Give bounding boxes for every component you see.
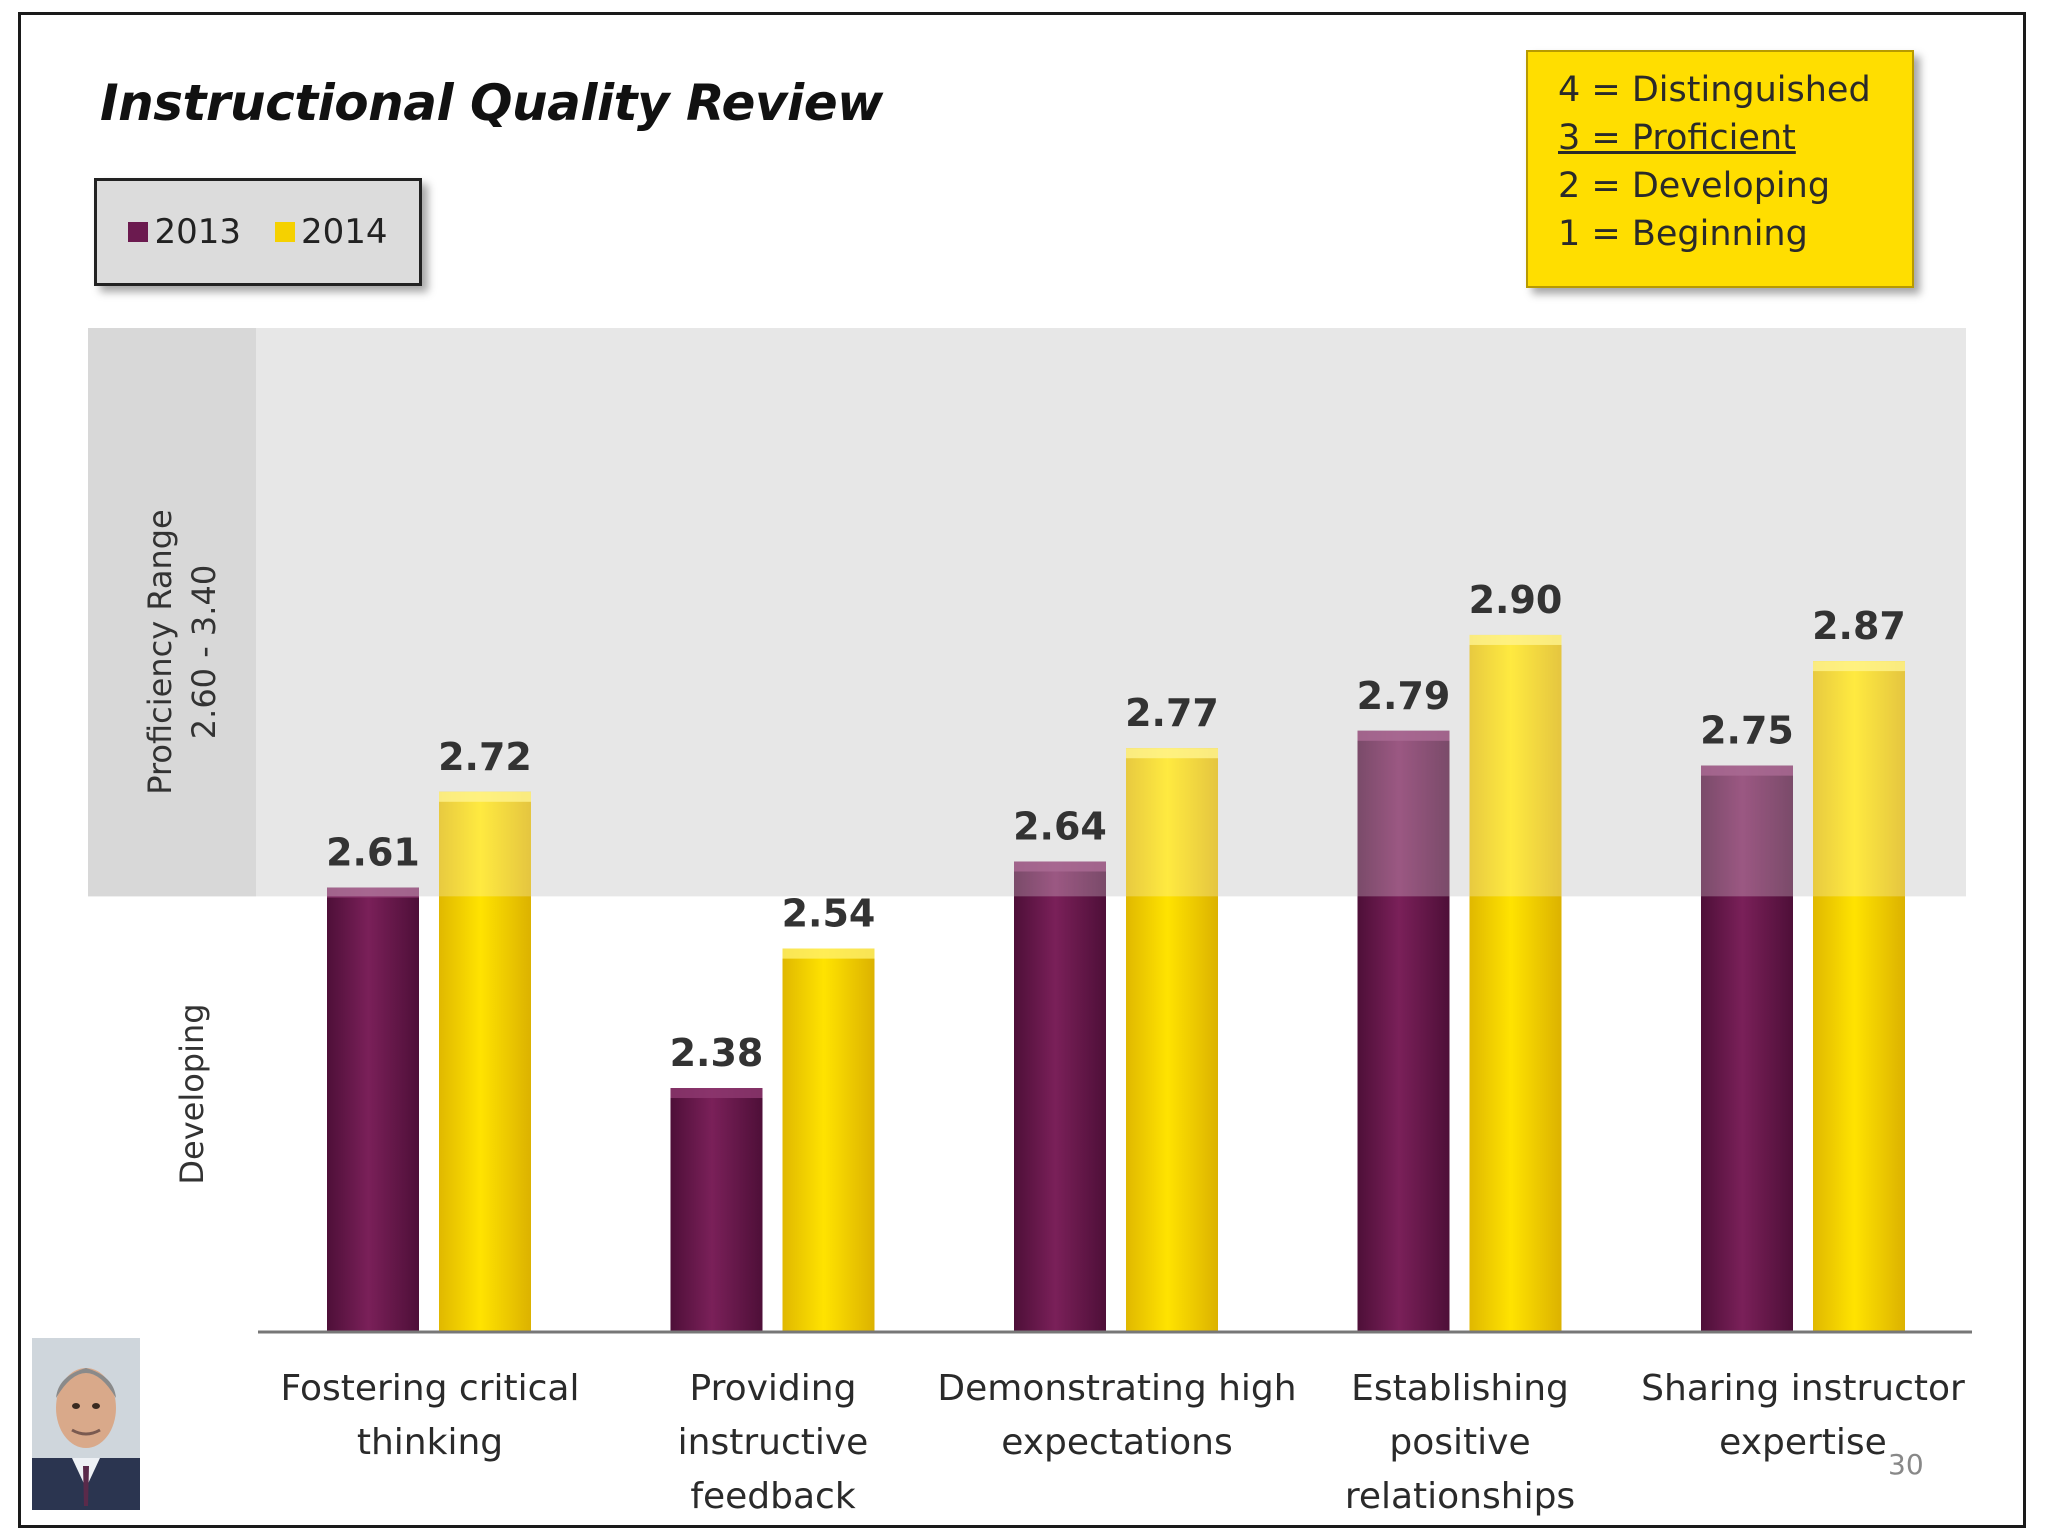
presenter-photo xyxy=(32,1338,140,1510)
chart-title: Instructional Quality Review xyxy=(100,74,883,132)
scale-line-1: 1 = Beginning xyxy=(1558,214,1808,254)
bar-cap-2014-3 xyxy=(1469,634,1562,645)
bar-band-overlay-2013-2 xyxy=(1014,861,1106,897)
slide-number: 30 xyxy=(1888,1448,1924,1481)
legend-swatch-2014 xyxy=(275,222,295,242)
value-label-2014-1: 2.54 xyxy=(782,892,876,936)
legend-entry-2014: 2014 xyxy=(275,212,388,252)
proficiency-band-label-area xyxy=(88,328,256,897)
value-label-2013-3: 2.79 xyxy=(1357,674,1451,718)
category-label-0: Fostering critical thinking xyxy=(280,1368,580,1463)
bar-2013-3 xyxy=(1357,730,1450,1332)
developing-label: Developing xyxy=(173,1003,211,1185)
bar-2013-2 xyxy=(1014,861,1106,1332)
bar-cap-2013-0 xyxy=(327,887,419,898)
value-label-2014-4: 2.87 xyxy=(1812,604,1906,648)
value-label-2014-3: 2.90 xyxy=(1469,578,1563,622)
proficiency-band-group xyxy=(88,328,1966,897)
bar-cap-2014-1 xyxy=(782,948,875,959)
value-label-2013-1: 2.38 xyxy=(670,1031,764,1075)
value-label-2014-2: 2.77 xyxy=(1125,691,1219,735)
bars-group xyxy=(327,634,1905,1332)
proficiency-range-label: Proficiency Range 2.60 - 3.40 xyxy=(138,502,238,802)
bar-cap-2014-0 xyxy=(439,791,531,802)
bar-2013-0 xyxy=(327,887,419,1332)
bar-band-overlay-2014-3 xyxy=(1469,634,1562,897)
bar-2014-1 xyxy=(782,948,875,1332)
legend-swatch-2013 xyxy=(128,222,149,242)
value-label-2013-2: 2.64 xyxy=(1013,804,1107,848)
rating-scale-box: 4 = Distinguished 3 = Proficient 2 = Dev… xyxy=(1526,50,1914,288)
bar-2013-1 xyxy=(670,1088,763,1332)
bar-2014-2 xyxy=(1126,748,1218,1332)
bar-cap-2013-4 xyxy=(1701,765,1793,776)
scale-line-3: 3 = Proficient xyxy=(1558,118,1796,158)
value-labels-group: 2.61 2.72 2.38 2.54 2.64 2.77 2.79 2.90 2.75 2.87 xyxy=(326,578,1906,1075)
bar-band-overlay-2014-0 xyxy=(439,791,531,897)
bar-band-overlay-2014-2 xyxy=(1126,748,1218,897)
legend-label-2014: 2014 xyxy=(301,212,388,252)
category-label-1: Providing instructive feedback xyxy=(677,1368,869,1517)
proficiency-range-values: 2.60 - 3.40 xyxy=(185,564,223,740)
legend-label-2013: 2013 xyxy=(154,212,241,252)
bar-cap-2013-3 xyxy=(1357,730,1450,741)
bar-2014-4 xyxy=(1813,661,1905,1332)
proficiency-band xyxy=(88,328,1966,897)
category-label-3: Establishing positive relationships xyxy=(1344,1368,1576,1517)
bar-cap-2013-2 xyxy=(1014,861,1106,872)
band-overlay-group xyxy=(327,634,1905,897)
scale-line-2: 2 = Developing xyxy=(1558,166,1831,206)
bar-2013-4 xyxy=(1701,765,1793,1332)
legend: 2013 2014 xyxy=(94,178,422,286)
category-label-4: Sharing instructor expertise xyxy=(1641,1368,1965,1463)
bar-band-overlay-2013-3 xyxy=(1357,730,1450,897)
bar-cap-2014-2 xyxy=(1126,748,1218,759)
value-label-2014-0: 2.72 xyxy=(438,735,532,779)
bar-band-overlay-2013-0 xyxy=(327,887,419,897)
bar-band-overlay-2013-4 xyxy=(1701,765,1793,897)
bar-2014-0 xyxy=(439,791,531,1332)
value-label-2013-4: 2.75 xyxy=(1700,709,1794,753)
bar-cap-2013-1 xyxy=(670,1088,763,1099)
bar-band-overlay-2014-4 xyxy=(1813,661,1905,897)
bar-cap-2014-4 xyxy=(1813,661,1905,672)
category-label-2: Demonstrating high expectations xyxy=(937,1368,1297,1463)
proficiency-range-title: Proficiency Range xyxy=(141,509,179,795)
legend-entry-2013: 2013 xyxy=(128,212,241,252)
scale-line-4: 4 = Distinguished xyxy=(1558,70,1871,110)
bar-2014-3 xyxy=(1469,634,1562,1332)
value-label-2013-0: 2.61 xyxy=(326,831,420,875)
